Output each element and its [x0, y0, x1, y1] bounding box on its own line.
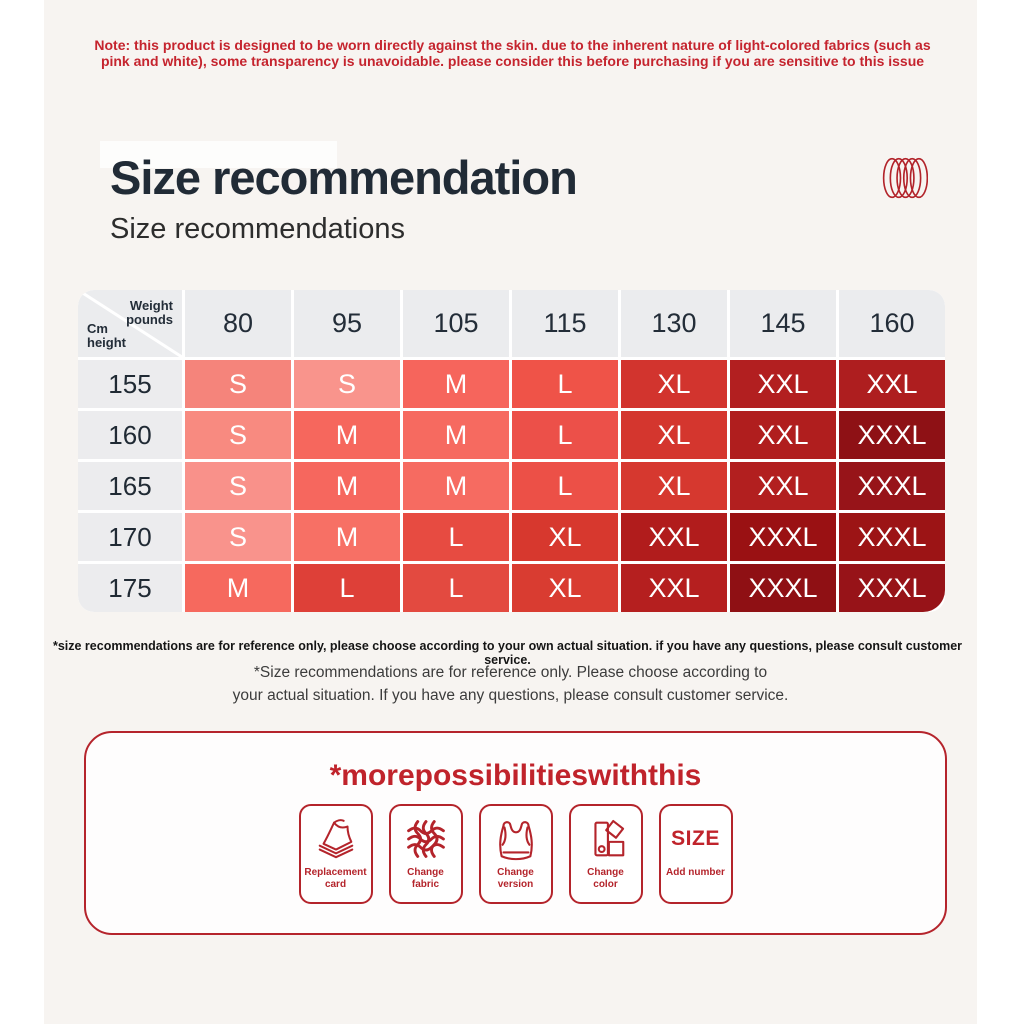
- card-add-number: SIZE Add number: [658, 804, 733, 904]
- size-cell: L: [403, 513, 509, 561]
- size-text-icon: SIZE: [671, 827, 720, 850]
- possibilities-title: *morepossibilitieswiththis: [329, 759, 702, 792]
- size-cell: M: [185, 564, 291, 612]
- size-cell: XL: [512, 513, 618, 561]
- transparency-note: Note: this product is designed to be wor…: [94, 37, 931, 69]
- size-cell: XL: [621, 462, 727, 510]
- size-cell: S: [185, 513, 291, 561]
- size-cell: L: [512, 411, 618, 459]
- size-cell: XXL: [730, 411, 836, 459]
- page-canvas: Note: this product is designed to be wor…: [44, 0, 977, 1024]
- card-replacement-card: Replacement card: [298, 804, 373, 904]
- size-cell: XXL: [730, 462, 836, 510]
- size-cell: M: [403, 411, 509, 459]
- size-cell: XXXL: [730, 564, 836, 612]
- size-cell: S: [185, 411, 291, 459]
- spring-coil-icon: [882, 155, 928, 201]
- height-row-label: 170: [78, 513, 182, 561]
- footnote-line2: your actual situation. If you have any q…: [232, 687, 789, 704]
- size-cell: XXXL: [839, 411, 945, 459]
- size-cell: XL: [512, 564, 618, 612]
- size-cell: M: [294, 462, 400, 510]
- size-cell: XXL: [839, 360, 945, 408]
- page-subtitle: Size recommendations: [110, 213, 405, 245]
- replacement-card-icon: [313, 811, 359, 867]
- size-cell: L: [294, 564, 400, 612]
- height-axis-label: Cm height: [87, 321, 126, 350]
- size-cell: XXL: [621, 564, 727, 612]
- size-cell: XXXL: [839, 564, 945, 612]
- card-change-fabric: Change fabric: [388, 804, 463, 904]
- weight-axis-label: Weight pounds: [126, 298, 173, 327]
- size-cell: XXXL: [839, 462, 945, 510]
- change-version-icon: [493, 811, 539, 867]
- size-cell: M: [403, 360, 509, 408]
- footnote-small: *size recommendations are for reference …: [52, 639, 963, 667]
- height-row-label: 155: [78, 360, 182, 408]
- height-row-label: 165: [78, 462, 182, 510]
- size-cell: S: [294, 360, 400, 408]
- weight-header: 145: [730, 290, 836, 357]
- size-cell: L: [512, 360, 618, 408]
- page-title: Size recommendation: [110, 151, 578, 204]
- size-cell: XL: [621, 411, 727, 459]
- title-highlight: [100, 141, 337, 168]
- size-cell: XXXL: [730, 513, 836, 561]
- size-cell: M: [294, 411, 400, 459]
- weight-header: 130: [621, 290, 727, 357]
- more-possibilities-panel: *morepossibilitieswiththis Replacement c…: [84, 731, 947, 935]
- size-chart-table: Weight pounds Cm height 80 95 105 115 13…: [78, 290, 945, 612]
- size-cell: S: [185, 360, 291, 408]
- weight-header: 95: [294, 290, 400, 357]
- footnote-large: *Size recommendations are for reference …: [44, 661, 977, 707]
- size-cell: M: [403, 462, 509, 510]
- card-change-version: Change version: [478, 804, 553, 904]
- height-row-label: 160: [78, 411, 182, 459]
- size-cell: M: [294, 513, 400, 561]
- size-cell: L: [403, 564, 509, 612]
- card-change-color: Change color: [568, 804, 643, 904]
- weight-header: 80: [185, 290, 291, 357]
- change-fabric-icon: [404, 811, 448, 867]
- diagonal-divider: [78, 290, 182, 357]
- change-color-icon: [583, 811, 629, 867]
- size-cell: XXL: [730, 360, 836, 408]
- footnote-line1: *Size recommendations are for reference …: [253, 664, 768, 681]
- size-cell: XXL: [621, 513, 727, 561]
- weight-header: 115: [512, 290, 618, 357]
- size-cell: XL: [621, 360, 727, 408]
- weight-header: 105: [403, 290, 509, 357]
- weight-header: 160: [839, 290, 945, 357]
- height-row-label: 175: [78, 564, 182, 612]
- possibility-cards: Replacement card Change fabric: [86, 804, 945, 904]
- size-cell: XXXL: [839, 513, 945, 561]
- size-cell: L: [512, 462, 618, 510]
- table-corner-cell: Weight pounds Cm height: [78, 290, 182, 357]
- size-cell: S: [185, 462, 291, 510]
